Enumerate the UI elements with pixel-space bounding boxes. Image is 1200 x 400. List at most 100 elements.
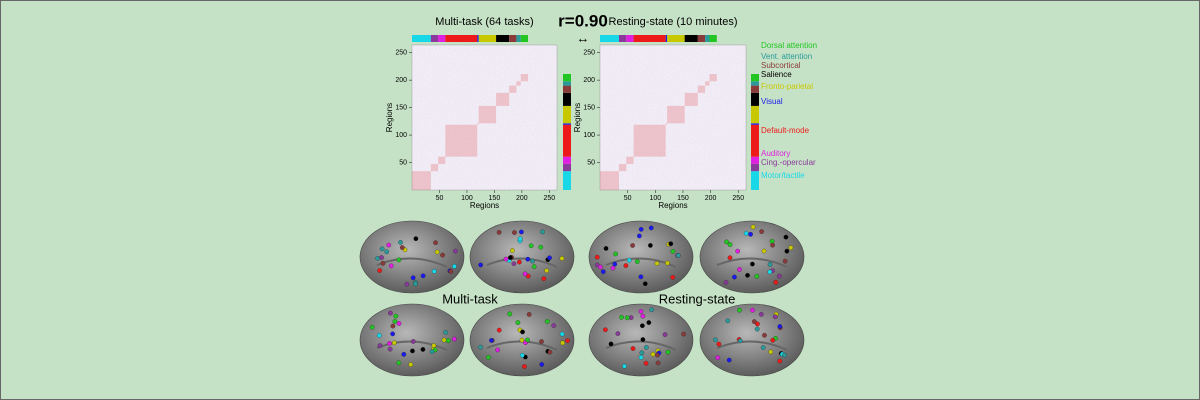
y-tick-label: 150 [395,104,407,111]
top-strip [496,35,510,42]
module-block [626,156,634,164]
brain [469,220,575,294]
region-node [737,338,743,344]
region-node [655,360,661,366]
region-node [377,343,383,348]
region-node [634,259,640,264]
region-node [638,226,644,232]
region-node [759,229,765,234]
region-node [431,343,437,348]
region-node [525,337,530,343]
region-node [665,260,670,266]
region-node [773,279,779,285]
region-node [770,337,776,343]
region-node [519,229,524,235]
region-node [716,341,722,347]
top-strip [705,35,710,42]
region-node [495,347,500,353]
region-node [503,256,509,262]
region-node [640,337,646,342]
region-node [754,326,760,332]
y-tick-label: 250 [583,50,595,57]
side-strip [751,123,759,125]
module-block [667,105,685,124]
module-block [412,171,431,190]
region-node [522,271,528,277]
region-node [517,236,523,242]
region-node [626,257,632,263]
side-strip [751,156,759,164]
region-node [638,309,644,314]
region-node [732,274,737,280]
region-node [434,249,440,255]
region-node [538,244,544,250]
region-node [539,339,544,344]
region-node [377,268,383,273]
x-tick-label: 50 [624,195,632,202]
region-node [638,355,644,360]
region-node [531,264,537,269]
region-node [784,248,790,254]
top-strip [697,35,706,42]
side-strip [751,171,759,190]
region-node [519,337,525,343]
region-node [610,265,616,271]
region-node [384,249,390,255]
x-tick-label: 50 [436,195,444,202]
region-node [675,253,681,258]
region-node [560,340,565,346]
region-node [648,225,654,231]
side-strip [563,85,571,93]
region-node [782,258,788,264]
region-node [603,246,609,251]
region-node [379,246,385,252]
region-node [420,347,426,352]
module-block [445,124,478,157]
region-node [413,236,419,241]
region-node [748,231,753,237]
region-node [369,324,375,330]
brain [359,220,465,294]
y-tick-label: 50 [587,159,595,166]
region-node [451,336,457,342]
region-node [737,307,742,313]
side-strip [563,171,571,190]
region-node [547,349,553,355]
top-strip [709,35,717,42]
region-node [544,268,549,274]
top-strip [477,35,479,42]
region-node [525,273,531,279]
region-node [528,243,534,249]
module-block [633,124,666,157]
region-node [486,355,491,360]
region-node [594,254,600,260]
region-node [737,267,742,272]
module-block [705,81,710,86]
region-node [386,242,392,248]
region-node [387,346,393,352]
region-node [637,233,642,239]
x-tick-label: 150 [489,195,501,202]
legend-label: Subcortical [761,61,801,70]
region-node [559,331,565,337]
region-node [600,269,606,275]
region-node [541,276,547,282]
region-node [654,261,660,266]
region-node [401,352,407,357]
top-strip [665,35,668,42]
region-node [391,340,397,346]
region-node [433,240,438,246]
legend-label: Cing.-opercular [761,158,816,167]
top-strip [684,35,698,42]
legend-label: Visual [761,97,783,106]
correlation: r=0.90 [558,11,608,30]
region-node [390,323,396,329]
region-node [638,274,644,280]
top-strip [509,35,517,42]
region-node [767,269,773,275]
y-axis-label: Regions [573,103,582,132]
region-node [525,256,531,262]
panel-title: Multi-task (64 tasks) [435,16,533,28]
region-node [624,315,630,321]
side-strip [563,124,571,157]
